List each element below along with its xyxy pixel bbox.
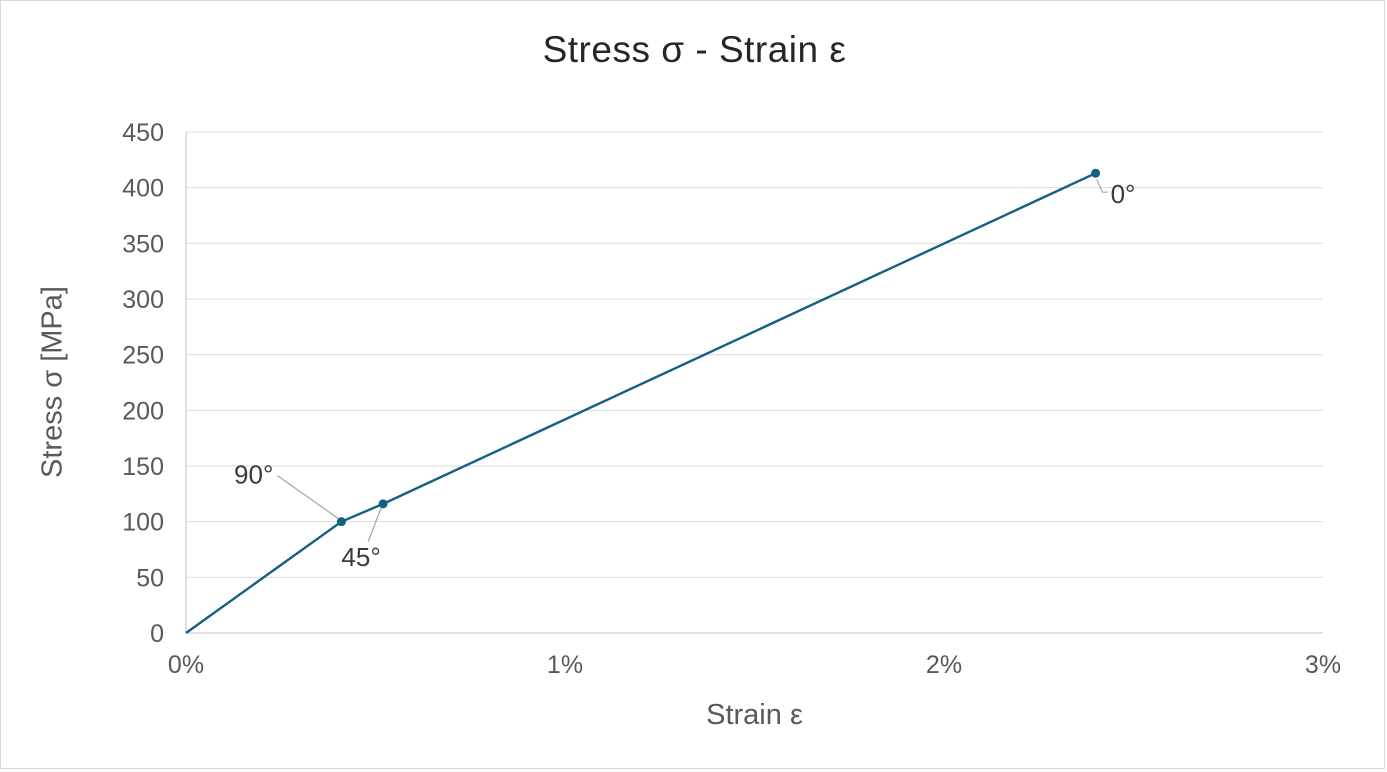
data-point-marker bbox=[1091, 168, 1101, 178]
x-tick-label: 1% bbox=[547, 651, 583, 679]
data-point-label: 0° bbox=[1111, 179, 1136, 209]
y-tick-label: 50 bbox=[136, 564, 164, 592]
x-tick-label: 3% bbox=[1305, 651, 1341, 679]
label-leader-line bbox=[277, 475, 339, 520]
data-point-label: 45° bbox=[341, 542, 380, 572]
label-leader-line bbox=[1096, 178, 1108, 193]
y-tick-label: 150 bbox=[122, 453, 164, 481]
y-axis-title: Stress σ [MPa] bbox=[36, 286, 69, 478]
x-tick-label: 2% bbox=[926, 651, 962, 679]
y-tick-label: 0 bbox=[150, 620, 164, 648]
x-axis-title: Strain ε bbox=[706, 699, 803, 731]
chart-title: Stress σ - Strain ε bbox=[542, 29, 847, 70]
data-point-marker bbox=[336, 517, 346, 527]
y-tick-label: 100 bbox=[122, 509, 164, 537]
y-tick-label: 350 bbox=[122, 230, 164, 258]
data-point-label: 90° bbox=[234, 460, 273, 490]
y-tick-label: 400 bbox=[122, 175, 164, 203]
x-tick-label: 0% bbox=[168, 651, 204, 679]
y-tick-label: 200 bbox=[122, 397, 164, 425]
y-tick-label: 300 bbox=[122, 286, 164, 314]
label-leader-line bbox=[367, 507, 382, 543]
y-tick-label: 250 bbox=[122, 342, 164, 370]
data-point-marker bbox=[378, 499, 388, 509]
y-tick-label: 450 bbox=[122, 119, 164, 147]
series-line bbox=[185, 172, 1097, 634]
